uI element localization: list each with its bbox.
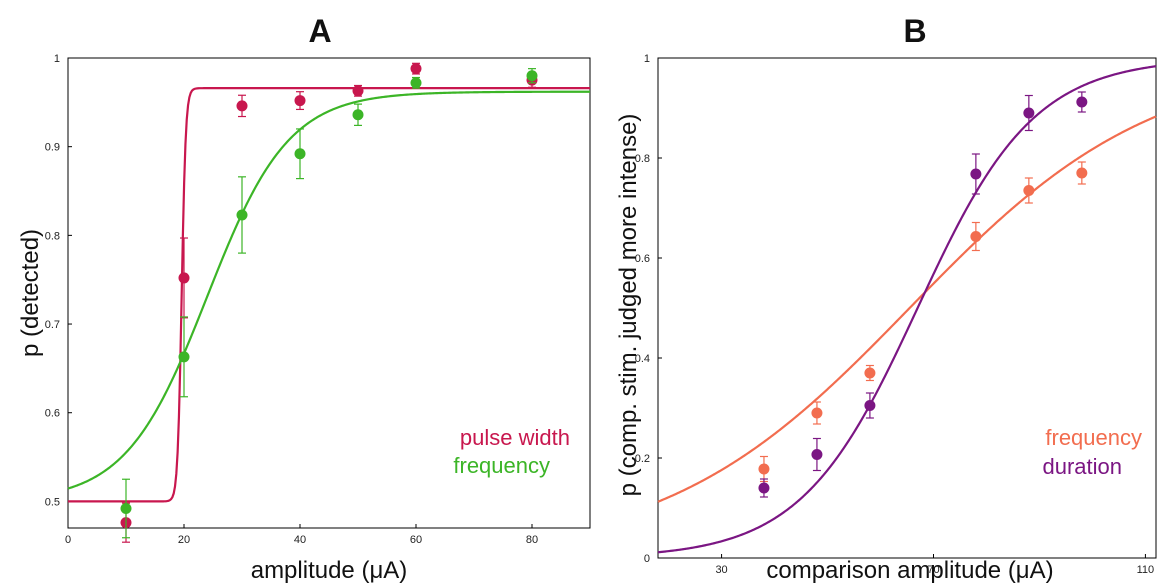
panel-b-point-frequency <box>864 367 876 379</box>
panel-a-point-pulse-width <box>410 63 422 75</box>
panel-a-point-frequency <box>410 77 422 89</box>
panel-a-xtick-label: 80 <box>526 534 538 546</box>
panel-a-ytick-label: 0.8 <box>45 230 60 242</box>
panel-a-ytick-label: 1 <box>54 53 60 65</box>
panel-b-axes-frame <box>657 57 1157 559</box>
panel-b-ytick-label: 0.4 <box>635 353 650 365</box>
panel-a-fit-frequency <box>67 90 590 490</box>
panel-a-point-frequency <box>236 209 248 221</box>
panel-a: A 0 20 40 60 80 0.5 0.6 0.7 0.8 0.9 1 amplitude (μ… <box>17 13 591 584</box>
panel-b-point-frequency <box>758 463 770 475</box>
panel-a-ylabel: p (detected) <box>17 229 44 357</box>
panel-a-ytick-label: 0.9 <box>45 142 60 154</box>
panel-b-title: B <box>903 13 926 49</box>
panel-a-xtick-label: 0 <box>65 534 71 546</box>
panel-b: B 30 70 110 0 0.2 0.4 0.6 0.8 1 comparison ampli… <box>615 13 1157 584</box>
panel-a-point-frequency <box>178 351 190 363</box>
panel-a-fit-pulse-width <box>68 87 590 503</box>
panel-b-point-duration <box>1023 107 1035 119</box>
panel-b-point-frequency <box>811 407 823 419</box>
panel-a-ytick-label: 0.5 <box>45 496 60 508</box>
panel-a-point-pulse-width <box>236 100 248 112</box>
panel-b-legend-frequency: frequency <box>1045 425 1142 450</box>
panel-b-xtick-label: 70 <box>927 564 939 576</box>
panel-b-fit-frequency <box>657 115 1157 503</box>
panel-b-point-frequency <box>970 231 982 242</box>
panel-b-point-duration <box>864 400 876 411</box>
panel-a-xtick-label: 20 <box>178 534 190 546</box>
panel-b-xtick-label: 30 <box>715 564 727 576</box>
panel-a-ytick-label: 0.6 <box>45 408 60 420</box>
panel-b-ytick-label: 0.6 <box>635 253 650 265</box>
panel-a-xlabel: amplitude (μA) <box>251 557 408 584</box>
panel-a-point-pulse-width <box>352 85 364 97</box>
panel-a-xtick-label: 60 <box>410 534 422 546</box>
panel-a-point-pulse-width <box>178 272 190 284</box>
panel-a-legend-frequency: frequency <box>453 453 550 478</box>
panel-a-point-frequency <box>526 70 538 82</box>
panel-b-ytick-label: 1 <box>644 53 650 65</box>
panel-b-point-duration <box>811 449 823 460</box>
panel-b-ytick-label: 0.2 <box>635 453 650 465</box>
panel-a-ytick-label: 0.7 <box>45 319 60 331</box>
panel-a-point-frequency <box>352 109 364 121</box>
panel-a-xtick-label: 40 <box>294 534 306 546</box>
panel-a-legend-pulse-width: pulse width <box>460 425 570 450</box>
panel-b-xlabel: comparison amplitude (μA) <box>766 557 1053 584</box>
panel-b-point-frequency <box>1023 185 1035 196</box>
panel-a-point-frequency <box>294 148 306 160</box>
panel-b-point-duration <box>758 482 770 494</box>
panel-b-ylabel: p (comp. stim. judged more intense) <box>615 114 642 497</box>
panel-b-point-frequency <box>1076 167 1088 179</box>
panel-b-xtick-label: 110 <box>1137 564 1155 576</box>
panel-a-title: A <box>308 13 331 49</box>
panel-b-ytick-label: 0 <box>644 553 650 565</box>
panel-b-point-duration <box>1076 96 1088 108</box>
panel-a-axes-frame <box>67 57 591 529</box>
panel-b-point-duration <box>970 168 982 180</box>
panel-b-legend-duration: duration <box>1042 454 1122 479</box>
panel-b-ytick-label: 0.8 <box>635 153 650 165</box>
panel-b-fit-duration <box>657 65 1157 554</box>
panel-a-point-pulse-width <box>294 95 306 107</box>
panel-a-point-frequency <box>120 502 132 514</box>
